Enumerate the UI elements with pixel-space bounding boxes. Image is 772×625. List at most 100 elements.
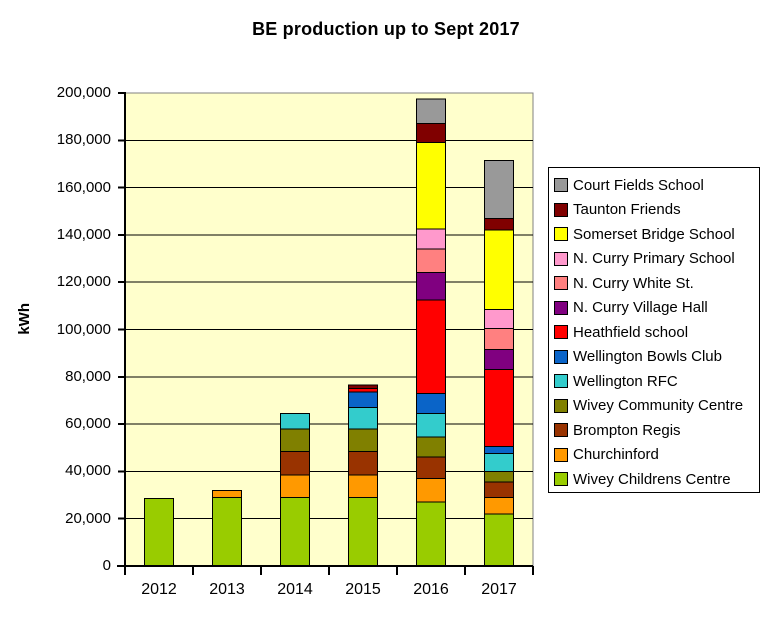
x-tick-label: 2016 bbox=[413, 581, 449, 598]
legend-label: Wivey Community Centre bbox=[573, 397, 744, 415]
bar-segment bbox=[484, 308, 514, 329]
bar-segment bbox=[212, 489, 242, 498]
legend-label: Wellington RFC bbox=[573, 372, 678, 390]
legend-label: N. Curry White St. bbox=[573, 274, 694, 292]
legend-label: Wivey Childrens Centre bbox=[573, 470, 731, 488]
bar-segment bbox=[416, 436, 446, 458]
bar-segment bbox=[280, 474, 310, 498]
bar-segment bbox=[416, 392, 446, 414]
bar-segment bbox=[416, 248, 446, 274]
legend-item: Brompton Regis bbox=[549, 418, 759, 443]
legend-item: Court Fields School bbox=[549, 173, 759, 198]
x-tick-label: 2017 bbox=[481, 581, 517, 598]
chart-title: BE production up to Sept 2017 bbox=[252, 19, 520, 39]
bar-segment bbox=[484, 481, 514, 498]
x-tick-label: 2012 bbox=[141, 581, 177, 598]
plot-svg bbox=[117, 92, 534, 575]
legend-label: N. Curry Primary School bbox=[573, 250, 735, 268]
legend-label: Somerset Bridge School bbox=[573, 225, 735, 243]
bar-segment bbox=[416, 272, 446, 301]
bar-segment bbox=[416, 142, 446, 230]
legend-label: Brompton Regis bbox=[573, 421, 681, 439]
bar-segment bbox=[144, 498, 174, 567]
bar-segment bbox=[280, 496, 310, 567]
bar-segment bbox=[348, 384, 378, 390]
y-tick-label: 140,000 bbox=[56, 225, 111, 243]
x-tick-label: 2014 bbox=[277, 581, 313, 598]
bar-segment bbox=[484, 217, 514, 231]
bar-segment bbox=[280, 428, 310, 452]
legend-swatch bbox=[554, 178, 568, 193]
bar-segment bbox=[348, 474, 378, 498]
y-tick-label: 200,000 bbox=[56, 84, 111, 101]
bar-segment bbox=[416, 456, 446, 479]
legend-swatch bbox=[554, 349, 568, 364]
legend-swatch bbox=[554, 251, 568, 266]
bar-segment bbox=[416, 299, 446, 394]
legend: Court Fields School Taunton Friends Somers… bbox=[548, 167, 760, 493]
bar-segment bbox=[280, 450, 310, 476]
legend-label: N. Curry Village Hall bbox=[573, 299, 708, 317]
legend-swatch bbox=[554, 227, 568, 242]
legend-item: N. Curry Primary School bbox=[549, 247, 759, 272]
legend-item: Taunton Friends bbox=[549, 198, 759, 223]
bar-segment bbox=[484, 446, 514, 455]
legend-item: Churchinford bbox=[549, 443, 759, 468]
bar-segment bbox=[416, 98, 446, 125]
bar-segment bbox=[416, 412, 446, 438]
legend-item: Wivey Childrens Centre bbox=[549, 467, 759, 492]
legend-label: Churchinford bbox=[573, 446, 659, 464]
legend-swatch bbox=[554, 472, 568, 487]
bar-segment bbox=[348, 388, 378, 393]
legend-swatch bbox=[554, 276, 568, 291]
bar-segment bbox=[348, 450, 378, 476]
legend-swatch bbox=[554, 398, 568, 413]
legend-item: Heathfield school bbox=[549, 320, 759, 345]
bar-segment bbox=[484, 327, 514, 351]
legend-swatch bbox=[554, 300, 568, 315]
y-tick-label: 80,000 bbox=[65, 367, 111, 385]
bar-segment bbox=[348, 407, 378, 430]
y-tick-label: 120,000 bbox=[56, 273, 111, 291]
legend-item: N. Curry White St. bbox=[549, 271, 759, 296]
bar-segment bbox=[348, 496, 378, 567]
legend-item: Somerset Bridge School bbox=[549, 222, 759, 247]
x-tick-label: 2013 bbox=[209, 581, 245, 598]
bar-segment bbox=[280, 412, 310, 430]
legend-item: Wivey Community Centre bbox=[549, 394, 759, 419]
bar-segment bbox=[484, 513, 514, 567]
legend-label: Court Fields School bbox=[573, 176, 704, 194]
bar-segment bbox=[416, 501, 446, 567]
bar-segment bbox=[484, 496, 514, 515]
legend-swatch bbox=[554, 325, 568, 340]
y-tick-label: 40,000 bbox=[65, 462, 111, 480]
bar-segment bbox=[348, 391, 378, 409]
legend-swatch bbox=[554, 374, 568, 389]
bar-segment bbox=[348, 428, 378, 452]
legend-item: Wellington RFC bbox=[549, 369, 759, 394]
legend-item: Wellington Bowls Club bbox=[549, 345, 759, 370]
bar-segment bbox=[484, 159, 514, 219]
y-tick-label: 160,000 bbox=[56, 178, 111, 196]
legend-swatch bbox=[554, 447, 568, 462]
bar-segment bbox=[416, 123, 446, 144]
y-tick-label: 100,000 bbox=[56, 320, 111, 338]
y-tick-label: 180,000 bbox=[56, 131, 111, 149]
bar-segment bbox=[484, 369, 514, 448]
legend-swatch bbox=[554, 202, 568, 217]
bar-segment bbox=[416, 477, 446, 503]
plot-area bbox=[115, 88, 543, 580]
bar-segment bbox=[484, 229, 514, 310]
bar-segment bbox=[416, 228, 446, 250]
y-tick-label: 0 bbox=[102, 557, 111, 574]
bar-segment bbox=[212, 496, 242, 567]
legend-label: Wellington Bowls Club bbox=[573, 348, 722, 366]
legend-label: Taunton Friends bbox=[573, 201, 681, 219]
bar-segment bbox=[484, 453, 514, 472]
legend-label: Heathfield school bbox=[573, 323, 689, 341]
bar-segment bbox=[484, 349, 514, 371]
y-tick-label: 60,000 bbox=[65, 415, 111, 433]
bar-segment bbox=[484, 470, 514, 483]
y-tick-label: 20,000 bbox=[65, 509, 111, 527]
